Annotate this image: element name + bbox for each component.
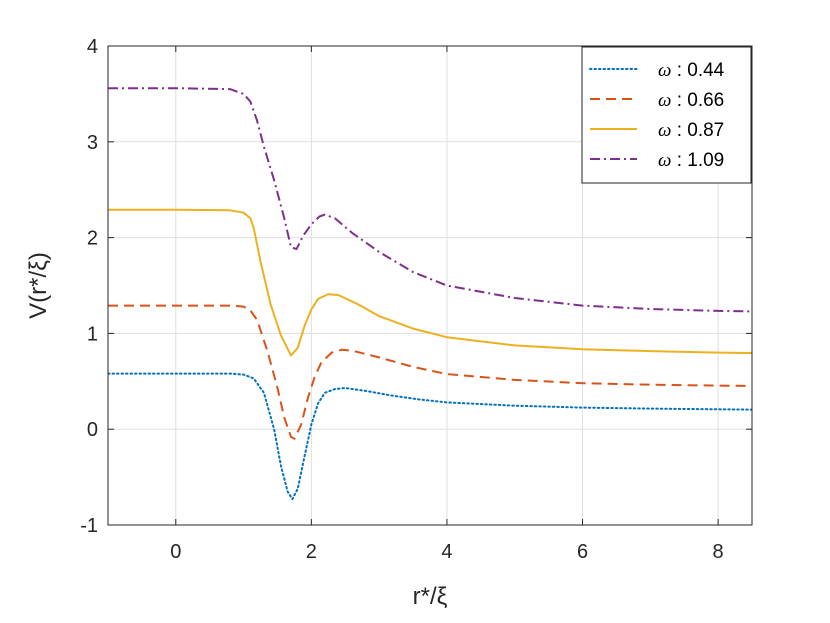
legend-entry-3: ω : 0.87 bbox=[590, 120, 724, 141]
legend-value-1: : 0.44 bbox=[671, 60, 724, 81]
legend-label-2: ω : 0.66 bbox=[658, 90, 724, 111]
x-tick-label: 2 bbox=[306, 541, 317, 563]
legend-label-3: ω : 0.87 bbox=[658, 120, 724, 141]
legend-entry-1: ω : 0.44 bbox=[589, 60, 725, 81]
axis-ticks: 0 2 4 6 8 -1 0 1 2 3 4 bbox=[80, 36, 752, 563]
legend-value-4: : 1.09 bbox=[671, 150, 724, 171]
series-line-2 bbox=[108, 304, 752, 440]
legend-symbol-4: ω bbox=[658, 150, 671, 171]
legend-value-3: : 0.87 bbox=[671, 120, 724, 141]
legend-entry-4: ω : 1.09 bbox=[590, 150, 724, 171]
y-tick-label: 0 bbox=[87, 419, 98, 441]
legend-symbol-2: ω bbox=[658, 90, 671, 111]
y-tick-label: 3 bbox=[87, 132, 98, 154]
series-line-1 bbox=[108, 372, 752, 501]
x-axis-title: r*/ξ bbox=[413, 583, 448, 610]
y-tick-label: 4 bbox=[87, 36, 98, 58]
y-axis-title: V(r*/ξ) bbox=[25, 252, 52, 319]
y-tick-label: 1 bbox=[87, 323, 98, 345]
legend-symbol-3: ω bbox=[658, 120, 671, 141]
plot-frame bbox=[107, 45, 753, 526]
legend-entry-2: ω : 0.66 bbox=[590, 90, 724, 111]
legend: ω : 0.44 ω : 0.66 ω : 0.87 ω : 1.09 bbox=[581, 46, 752, 184]
legend-symbol-1: ω bbox=[658, 60, 671, 81]
y-tick-label: 2 bbox=[87, 228, 98, 250]
legend-label-4: ω : 1.09 bbox=[658, 150, 724, 171]
x-tick-label: 8 bbox=[713, 541, 724, 563]
x-tick-label: 6 bbox=[577, 541, 588, 563]
x-tick-label: 4 bbox=[441, 541, 452, 563]
x-tick-label: 0 bbox=[170, 541, 181, 563]
y-tick-label: -1 bbox=[80, 515, 98, 537]
series-line-3 bbox=[108, 208, 752, 357]
legend-label-1: ω : 0.44 bbox=[658, 60, 725, 81]
series-line-4 bbox=[108, 87, 752, 313]
series-layer bbox=[108, 87, 752, 501]
legend-value-2: : 0.66 bbox=[671, 90, 724, 111]
